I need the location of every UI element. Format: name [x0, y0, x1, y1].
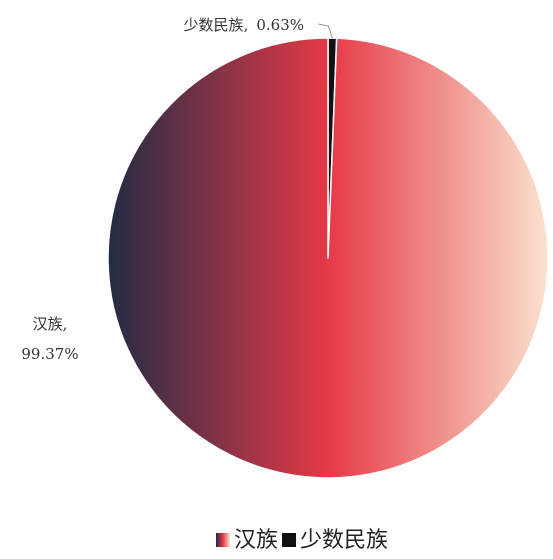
pie	[107, 37, 549, 479]
legend: 汉族 少数民族	[216, 528, 388, 553]
label-separator: ,	[244, 16, 249, 34]
data-labels: 少数民族, 0.63% 汉族, 99.37%	[21, 16, 333, 363]
data-label: 汉族,	[33, 315, 68, 333]
label-value: 0.63%	[256, 16, 304, 34]
legend-swatch	[282, 533, 297, 547]
legend-label: 汉族	[234, 528, 278, 553]
legend-label: 少数民族	[300, 528, 388, 553]
pie-slice	[107, 37, 549, 479]
label-separator: ,	[63, 315, 68, 333]
data-label: 少数民族, 0.63%	[184, 16, 304, 34]
legend-swatch	[216, 533, 230, 547]
leader-line	[318, 23, 333, 39]
label-category: 汉族	[33, 315, 63, 333]
label-category: 少数民族	[184, 16, 244, 34]
data-label: 99.37%	[21, 345, 78, 363]
